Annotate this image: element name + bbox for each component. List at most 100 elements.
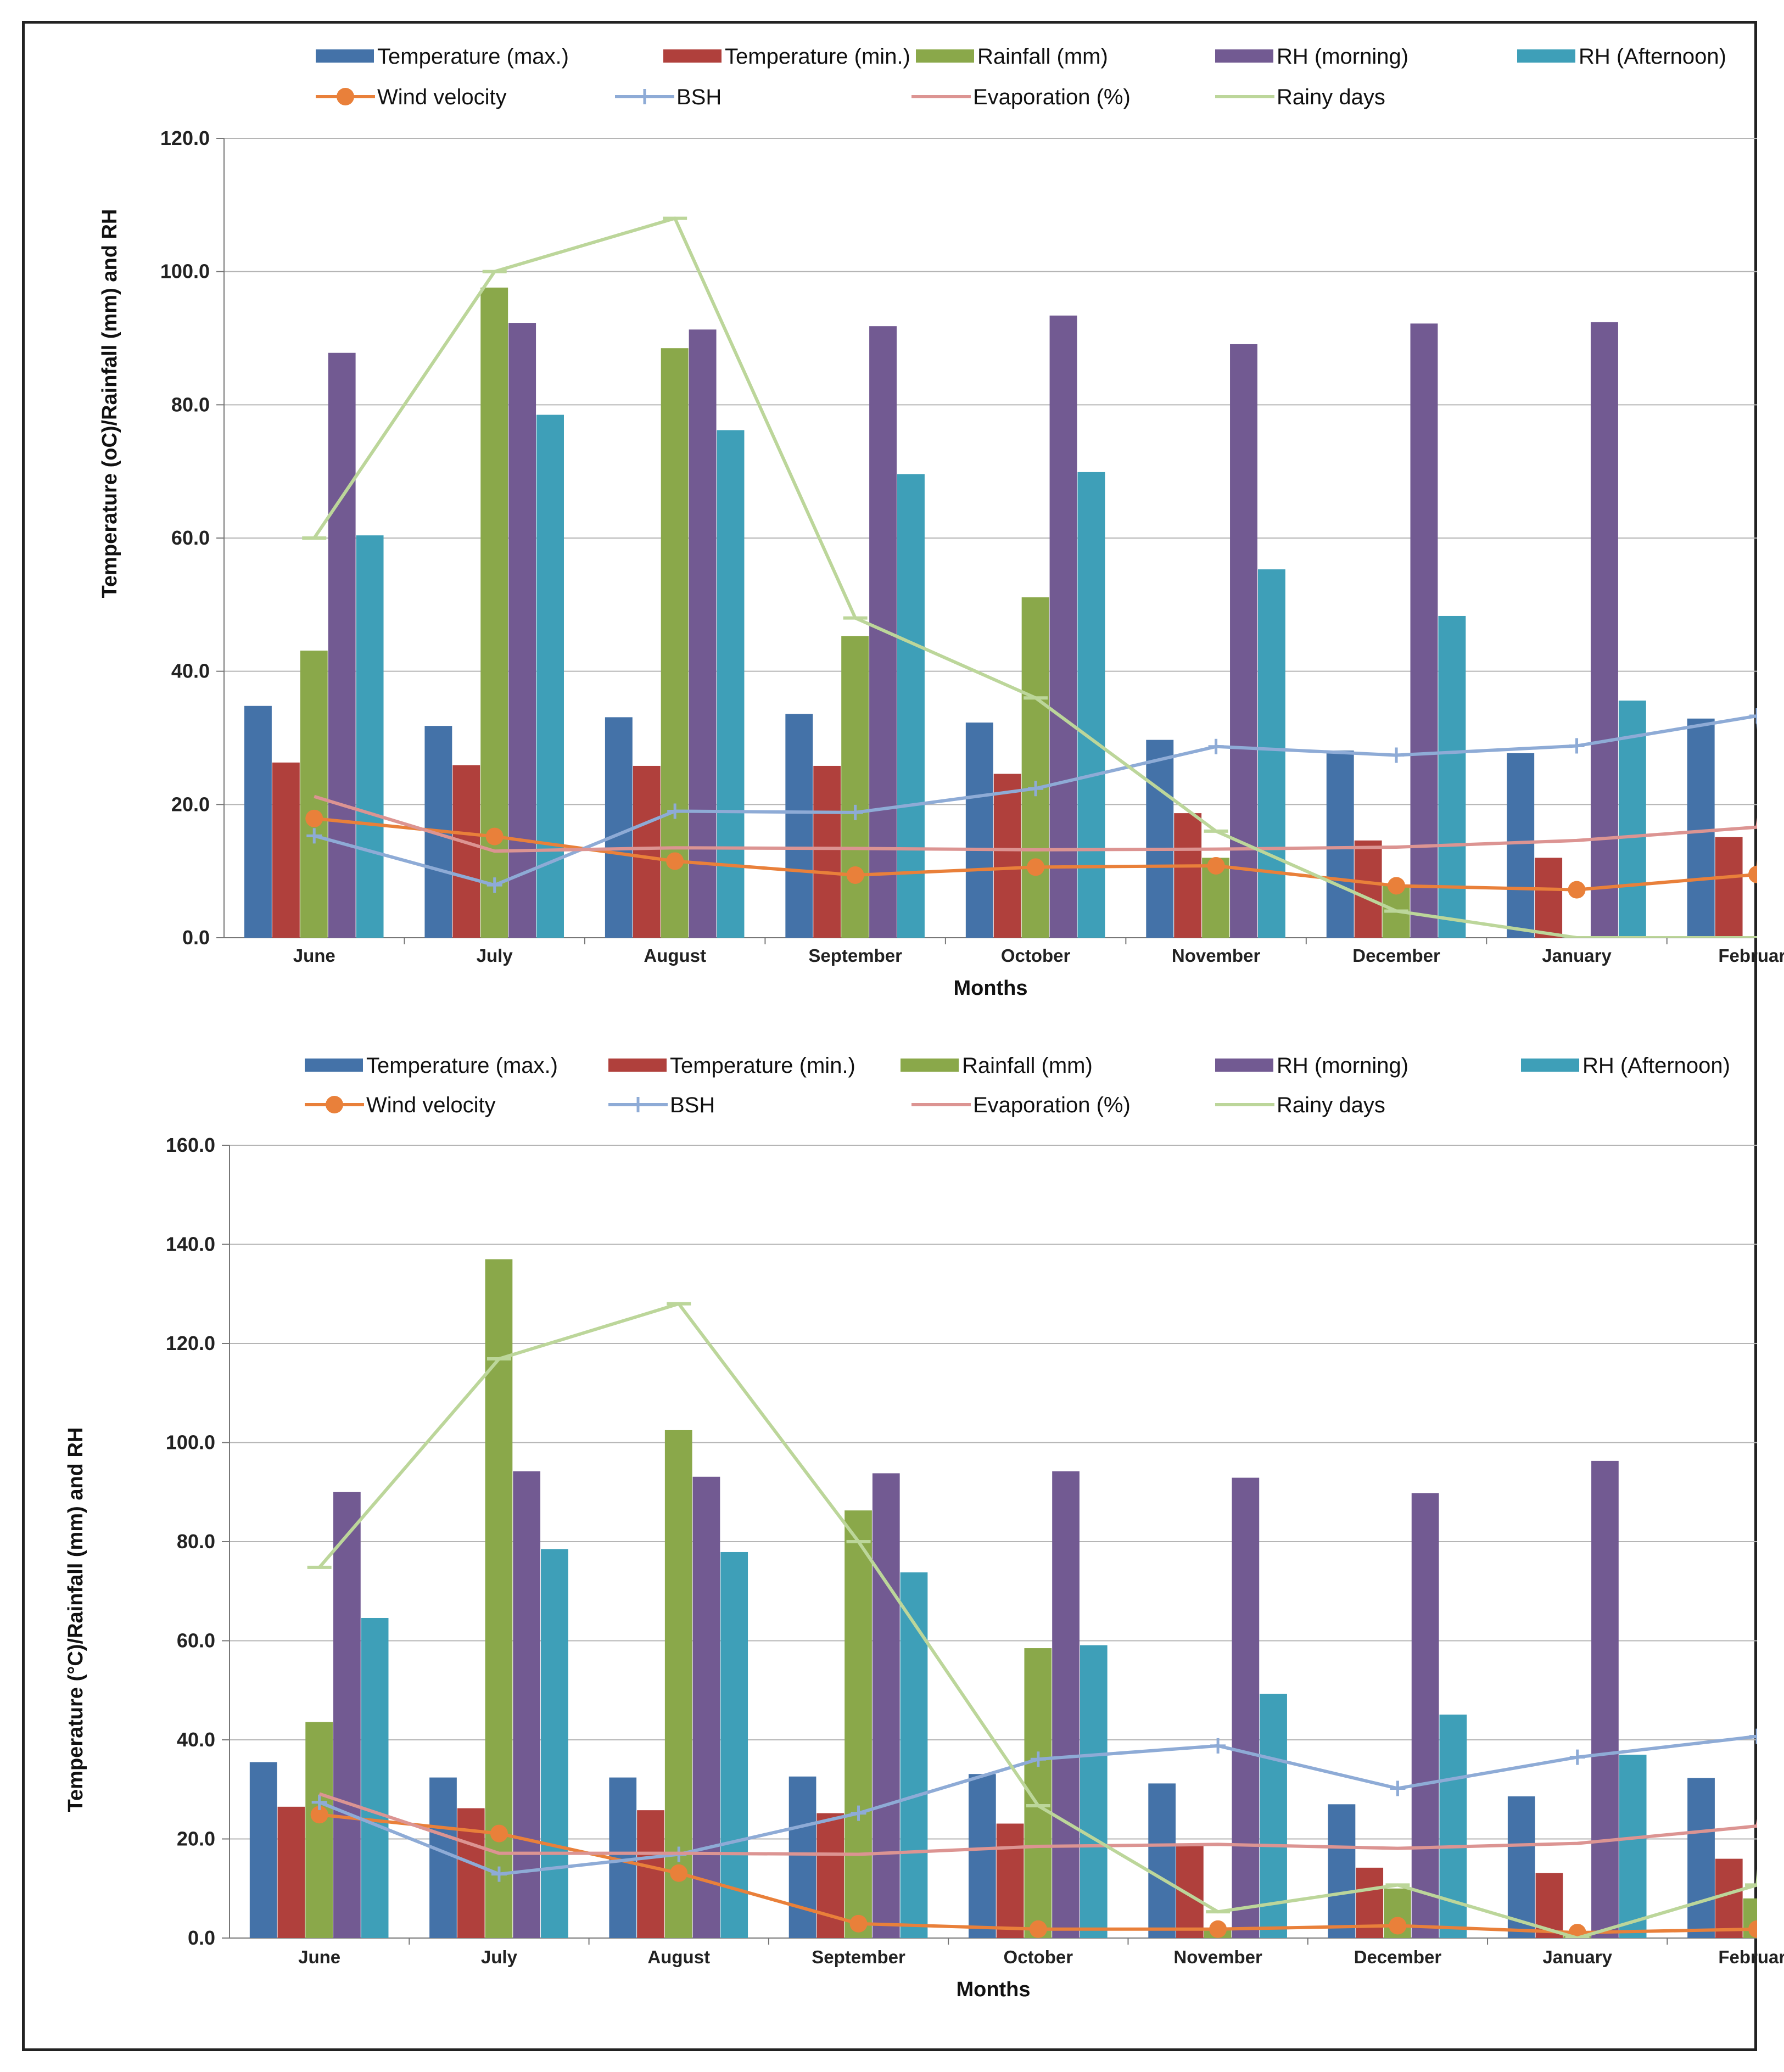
bar-rh-morning (1411, 1493, 1439, 1938)
legend-swatch (1215, 49, 1273, 63)
point-wind-velocity (1389, 1917, 1407, 1935)
legend-swatch (916, 49, 974, 63)
point-bsh (851, 1805, 866, 1821)
legend-marker (630, 1097, 646, 1112)
legend-swatch (663, 49, 722, 63)
bar-temperature-min (1176, 1845, 1204, 1938)
legend-swatch (316, 49, 374, 63)
bar-rh-morning (1049, 315, 1077, 938)
legend-marker (326, 1096, 343, 1113)
legend-item-rainy-days: Rainy days (1215, 1093, 1385, 1117)
bar-rh-morning (333, 1492, 361, 1938)
legend-item-wind-velocity: Wind velocity (316, 85, 507, 109)
bar-temperature-max (1328, 1804, 1356, 1938)
legend-label: BSH (670, 1093, 715, 1117)
legend-marker (337, 88, 354, 105)
point-wind-velocity (1029, 1920, 1047, 1938)
bar-temperature-max (605, 717, 633, 938)
x-tick-label: January (1542, 945, 1612, 966)
bar-rh-afternoon (1438, 615, 1466, 938)
bar-temperature-max (1146, 740, 1174, 938)
legend-swatch (305, 1059, 363, 1072)
y-tick-label: 140.0 (166, 1233, 215, 1256)
bar-rh-afternoon (717, 430, 745, 938)
x-axis-title: Months (956, 1978, 1030, 2001)
bar-temperature-min (457, 1808, 485, 1938)
bar-rh-morning (689, 329, 717, 938)
legend-marker (637, 89, 652, 104)
legend-label: RH (Afternoon) (1579, 44, 1726, 69)
point-wind-velocity (1748, 865, 1757, 883)
x-tick-label: November (1173, 1947, 1262, 1967)
legend-swatch (901, 1059, 959, 1072)
point-bsh (1208, 738, 1224, 754)
line-layer (307, 1302, 1757, 1938)
x-axis-title: Months (953, 977, 1027, 1000)
legend-label: Temperature (min.) (725, 44, 910, 69)
bar-temperature-max (1507, 753, 1535, 938)
x-tick-label: December (1352, 945, 1440, 966)
bar-rainfall-mm (845, 1510, 872, 1938)
bar-temperature-max (429, 1777, 457, 1938)
line-evaporation (318, 1792, 1757, 1856)
point-wind-velocity (670, 1864, 688, 1882)
bar-rh-afternoon (361, 1617, 389, 1938)
y-tick-label: 0.0 (182, 926, 210, 949)
y-axis-title: Temperature (oC)/Rainfall (mm) and RH (98, 209, 121, 598)
point-wind-velocity (666, 852, 684, 870)
legend-label: RH (morning) (1277, 1054, 1408, 1078)
x-tick-label: October (1004, 1947, 1073, 1967)
line-rainy-days (318, 1302, 1757, 1938)
bar-rh-afternoon (1077, 472, 1105, 938)
legend-label: Temperature (max.) (377, 44, 569, 69)
y-tick-label: 100.0 (166, 1431, 215, 1454)
legend-swatch (1215, 1059, 1273, 1072)
point-wind-velocity (846, 866, 864, 884)
legend-item-rh-morning: RH (morning) (1215, 1054, 1408, 1078)
bar-temperature-min (1174, 813, 1202, 938)
y-tick-label: 60.0 (177, 1629, 215, 1652)
legend-item-rainfall-mm: Rainfall (mm) (901, 1054, 1093, 1078)
bar-temperature-min (633, 765, 661, 938)
bar-rainfall-mm (300, 651, 328, 938)
y-tick-label: 80.0 (177, 1530, 215, 1553)
bar-rh-morning (1591, 1460, 1619, 1938)
point-wind-velocity (1568, 881, 1586, 899)
bar-rh-afternoon (356, 535, 384, 938)
legend-swatch (608, 1059, 667, 1072)
legend-item-rh-morning: RH (morning) (1215, 44, 1408, 69)
bar-temperature-max (968, 1774, 996, 1938)
point-wind-velocity (1027, 858, 1045, 876)
bar-rh-morning (1232, 1477, 1260, 1938)
y-tick-label: 80.0 (171, 393, 210, 416)
line-rainy-days (312, 216, 1757, 938)
legend-label: Temperature (max.) (366, 1054, 558, 1078)
x-tick-label: February (1718, 1947, 1784, 1967)
bar-rh-morning (1590, 322, 1618, 938)
legend-item-temperature-max: Temperature (max.) (316, 44, 569, 69)
legend-label: Rainy days (1277, 1093, 1385, 1117)
bar-temperature-min (1535, 858, 1563, 938)
legend-label: Wind velocity (377, 85, 507, 109)
bar-temperature-max (1326, 751, 1354, 938)
y-axis-title: Temperature (°C)/Rainfall (mm) and RH (64, 1427, 87, 1812)
x-tick-label: August (647, 1947, 710, 1967)
y-tick-label: 160.0 (166, 1134, 215, 1156)
x-tick-label: June (293, 945, 335, 966)
legend-item-rh-afternoon: RH (Afternoon) (1521, 1054, 1730, 1078)
y-tick-label: 20.0 (177, 1828, 215, 1850)
bar-rh-morning (872, 1473, 900, 1938)
x-tick-label: June (298, 1947, 340, 1967)
point-wind-velocity (1207, 856, 1225, 875)
bar-rh-afternoon (1080, 1645, 1108, 1938)
line-bsh (318, 1734, 1757, 1876)
point-wind-velocity (1209, 1920, 1227, 1938)
bar-rh-afternoon (541, 1549, 568, 1938)
point-bsh (1569, 738, 1585, 754)
bar-rh-morning (508, 323, 536, 938)
legend-item-bsh: BSH (608, 1093, 715, 1117)
bar-temperature-max (1507, 1796, 1535, 1938)
line-layer (302, 216, 1757, 938)
legend-label: Evaporation (%) (973, 85, 1131, 109)
bar-rh-afternoon (1257, 569, 1285, 938)
